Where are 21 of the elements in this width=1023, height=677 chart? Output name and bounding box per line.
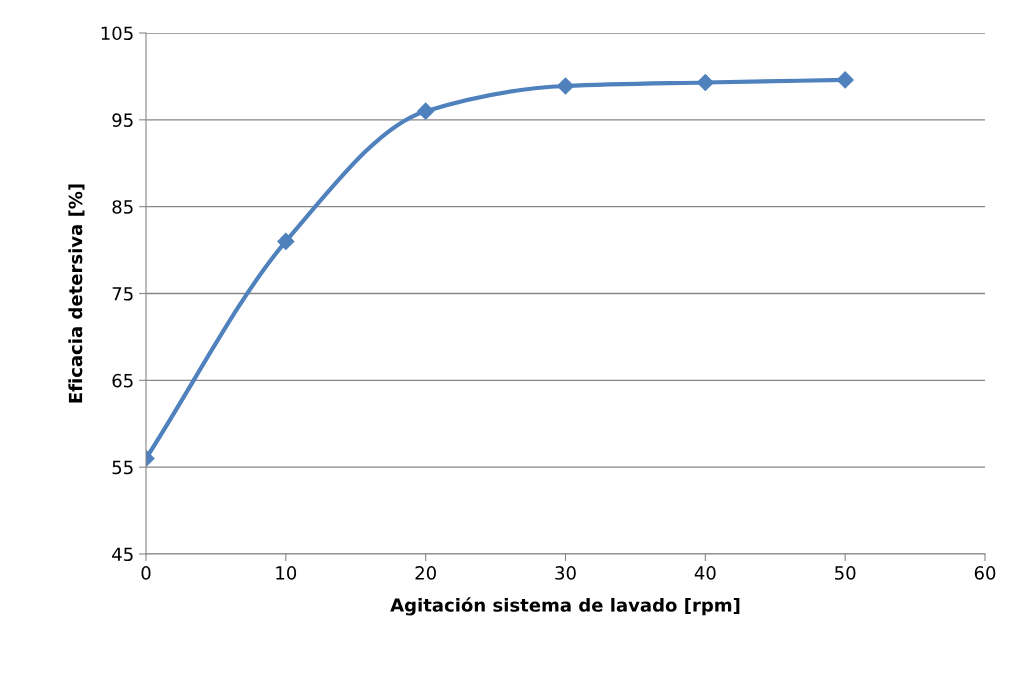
y-tick-label: 95 xyxy=(112,113,133,127)
x-tick-label: 60 xyxy=(974,566,996,580)
y-tick-label: 65 xyxy=(112,373,133,388)
y-tick-label: 45 xyxy=(112,547,133,562)
point xyxy=(417,102,435,120)
y-tick-label: 105 xyxy=(101,26,133,41)
x-tick-label: 0 xyxy=(141,566,151,580)
point xyxy=(696,73,714,92)
x-tick-label: 30 xyxy=(555,566,576,580)
x-tick-label: 40 xyxy=(694,566,716,580)
y-tick-label: 55 xyxy=(112,460,133,475)
x-tick-label: 10 xyxy=(276,566,297,580)
y-tick-label: 85 xyxy=(112,200,133,214)
x-tick-label: 20 xyxy=(415,566,436,580)
y-axis-title: Eficacia detersiva [%] xyxy=(68,184,85,403)
point xyxy=(556,77,575,95)
x-axis-title: Agitación sistema de lavado [rpm] xyxy=(390,597,740,616)
point xyxy=(277,232,295,250)
point xyxy=(836,71,854,89)
x-tick-label: 50 xyxy=(835,566,856,580)
y-tick-label: 75 xyxy=(112,287,133,301)
